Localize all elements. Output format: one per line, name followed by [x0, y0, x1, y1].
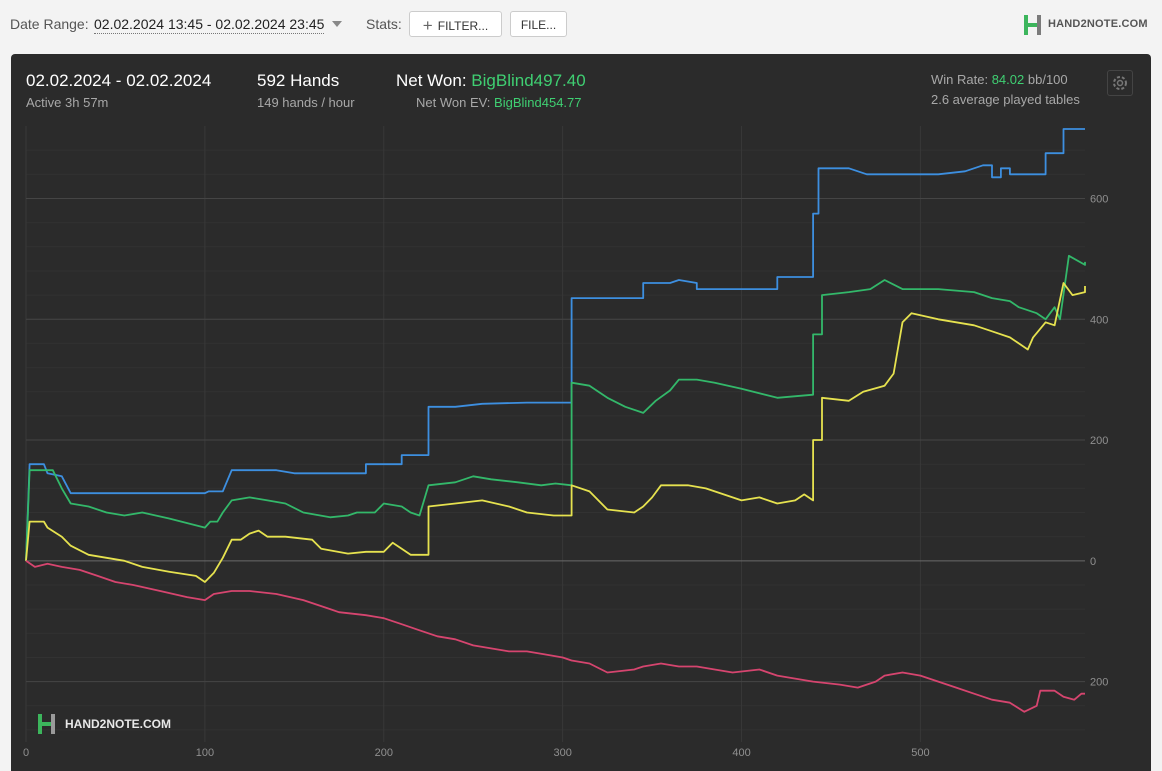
winnings-chart: 0 100 200 300 400 500 600 400 200 0 200 [23, 126, 1108, 759]
top-toolbar: Date Range: 02.02.2024 13:45 - 02.02.202… [0, 0, 1162, 50]
net-won-ev-value: BigBlind454.77 [494, 95, 582, 110]
summary-hands-per-hour: 149 hands / hour [257, 95, 355, 110]
series-line-2 [25, 254, 1086, 561]
date-range-dropdown[interactable]: 02.02.2024 13:45 - 02.02.2024 23:45 [94, 16, 325, 34]
win-rate-unit: bb/100 [1027, 72, 1068, 87]
chevron-down-icon[interactable] [332, 21, 342, 27]
summary-dates: 02.02.2024 - 02.02.2024 [26, 71, 212, 90]
h2n-logo-icon [1024, 15, 1041, 35]
summary-active-time: Active 3h 57m [26, 95, 109, 110]
summary-net-won-ev: Net Won EV: BigBlind454.77 [416, 95, 582, 110]
win-rate-value: 84.02 [991, 72, 1025, 87]
file-button[interactable]: FILE... [510, 11, 567, 37]
x-tick-label: 0 [23, 747, 29, 759]
y-tick-label: 200 [1090, 677, 1108, 689]
h2n-watermark-icon [38, 714, 55, 734]
filter-button[interactable]: + FILTER... [409, 11, 502, 37]
brand-text: HAND2NOTE.COM [1048, 18, 1148, 30]
net-won-label: Net Won: [396, 71, 467, 90]
x-tick-label: 300 [553, 747, 571, 759]
stats-label: Stats: [366, 16, 402, 32]
chart-watermark: HAND2NOTE.COM [33, 710, 183, 738]
file-button-label: FILE... [520, 18, 557, 32]
series-line-4 [25, 560, 1085, 713]
summary-avg-tables: 2.6 average played tables [931, 92, 1080, 107]
summary-net-won: Net Won: BigBlind497.40 [396, 71, 586, 91]
results-panel: 02.02.2024 - 02.02.2024 Active 3h 57m 59… [11, 54, 1151, 771]
y-tick-label: 0 [1090, 556, 1096, 568]
win-rate-label: Win Rate: [931, 72, 989, 87]
filter-button-label: FILTER... [437, 19, 489, 33]
settings-button[interactable] [1107, 70, 1133, 96]
summary-hands: 592 Hands [257, 71, 340, 90]
series-line-1 [25, 128, 1085, 561]
x-tick-label: 500 [911, 747, 929, 759]
plus-icon: + [422, 16, 433, 35]
watermark-text: HAND2NOTE.COM [65, 717, 172, 731]
x-tick-label: 400 [732, 747, 750, 759]
gear-icon [1113, 76, 1127, 90]
series-line-3 [25, 282, 1086, 583]
y-tick-label: 400 [1090, 314, 1108, 326]
net-won-ev-label: Net Won EV: [416, 95, 491, 110]
x-tick-label: 100 [196, 747, 214, 759]
date-range-label: Date Range: [10, 16, 89, 32]
summary-win-rate: Win Rate: 84.02 bb/100 [931, 72, 1068, 87]
net-won-value: BigBlind497.40 [471, 71, 586, 90]
y-tick-label: 600 [1090, 193, 1108, 205]
y-tick-label: 200 [1090, 435, 1108, 447]
brand-logo: HAND2NOTE.COM [1022, 13, 1154, 37]
x-tick-label: 200 [375, 747, 393, 759]
